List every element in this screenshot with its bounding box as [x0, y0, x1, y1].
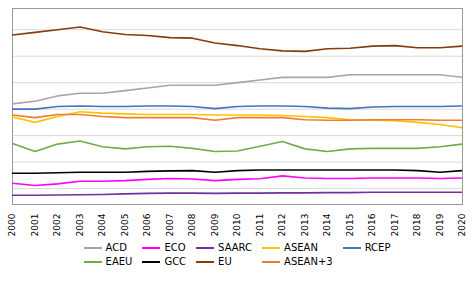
- svg-text:2000: 2000: [7, 213, 17, 236]
- svg-text:2015: 2015: [345, 214, 355, 237]
- svg-text:2001: 2001: [30, 214, 40, 237]
- svg-text:2008: 2008: [187, 213, 197, 236]
- svg-text:2011: 2011: [255, 214, 265, 237]
- html-text:EU: EU: [218, 256, 232, 267]
- svg-text:2006: 2006: [142, 213, 152, 236]
- svg-text:2012: 2012: [277, 214, 287, 237]
- svg-text:2010: 2010: [232, 213, 242, 236]
- svg-text:2018: 2018: [412, 213, 422, 236]
- svg-text:2002: 2002: [52, 214, 62, 237]
- svg-text:2007: 2007: [165, 214, 175, 237]
- html-text:ASEAN: ASEAN: [284, 242, 318, 253]
- svg-text:2005: 2005: [120, 214, 130, 237]
- html-text:EAEU: EAEU: [105, 256, 133, 267]
- html-text:SAARC: SAARC: [218, 242, 252, 253]
- svg-text:2019: 2019: [435, 213, 445, 236]
- html-text:ASEAN+3: ASEAN+3: [284, 256, 333, 267]
- html-text:GCC: GCC: [164, 256, 187, 267]
- svg-text:2003: 2003: [75, 214, 85, 237]
- svg-text:2013: 2013: [300, 214, 310, 237]
- html-text:RCEP: RCEP: [364, 242, 391, 253]
- svg-text:2016: 2016: [367, 213, 377, 236]
- svg-text:2017: 2017: [390, 214, 400, 237]
- svg-text:2020: 2020: [457, 213, 467, 236]
- svg-text:2014: 2014: [322, 213, 332, 236]
- svg-text:2009: 2009: [210, 213, 220, 236]
- html-text:ECO: ECO: [164, 242, 186, 253]
- svg-text:2004: 2004: [97, 213, 107, 236]
- html-text:ACD: ACD: [105, 242, 127, 253]
